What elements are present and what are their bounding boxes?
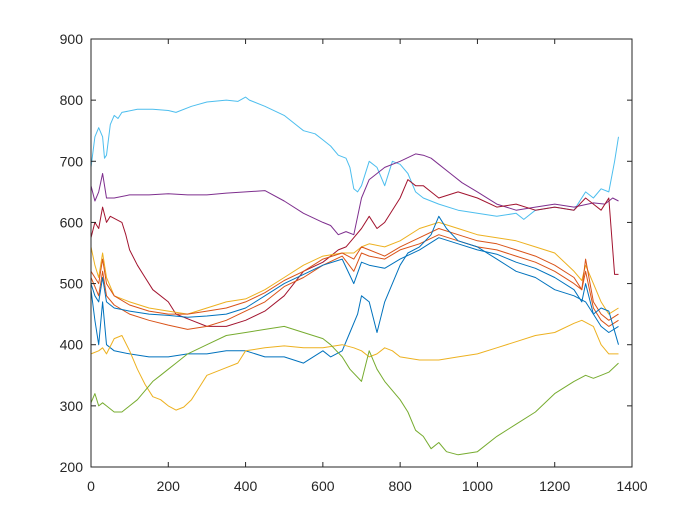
- y-tick-label: 900: [60, 31, 84, 47]
- series-line-5: [90, 228, 619, 321]
- y-tick-label: 600: [60, 214, 84, 230]
- x-tick-label: 0: [87, 478, 95, 494]
- series-line-4: [90, 221, 619, 315]
- series-line-3: [90, 179, 619, 327]
- series-line-8: [90, 215, 619, 364]
- series-line-6: [90, 234, 619, 330]
- y-tick-label: 200: [60, 459, 84, 475]
- x-tick-label: 200: [157, 478, 181, 494]
- x-tick-label: 800: [388, 478, 412, 494]
- x-tick-label: 400: [234, 478, 258, 494]
- y-tick-label: 500: [60, 276, 84, 292]
- x-tick-label: 1000: [462, 478, 493, 494]
- series-line-2: [90, 153, 619, 236]
- x-tick-label: 1400: [616, 478, 647, 494]
- series-line-1: [90, 96, 619, 220]
- series-layer: [90, 96, 619, 456]
- x-tick-label: 1200: [539, 478, 570, 494]
- y-tick-label: 800: [60, 92, 84, 108]
- y-tick-label: 300: [60, 398, 84, 414]
- x-tick-label: 600: [311, 478, 335, 494]
- y-tick-label: 400: [60, 337, 84, 353]
- series-line-10: [90, 325, 619, 456]
- tick-layer: 0 200 400 600 800 1000 1200 1400200300400500600…: [60, 31, 648, 494]
- series-line-7: [90, 237, 619, 333]
- y-tick-label: 700: [60, 153, 84, 169]
- series-line-9: [90, 319, 619, 411]
- plot-area-frame: [90, 38, 633, 468]
